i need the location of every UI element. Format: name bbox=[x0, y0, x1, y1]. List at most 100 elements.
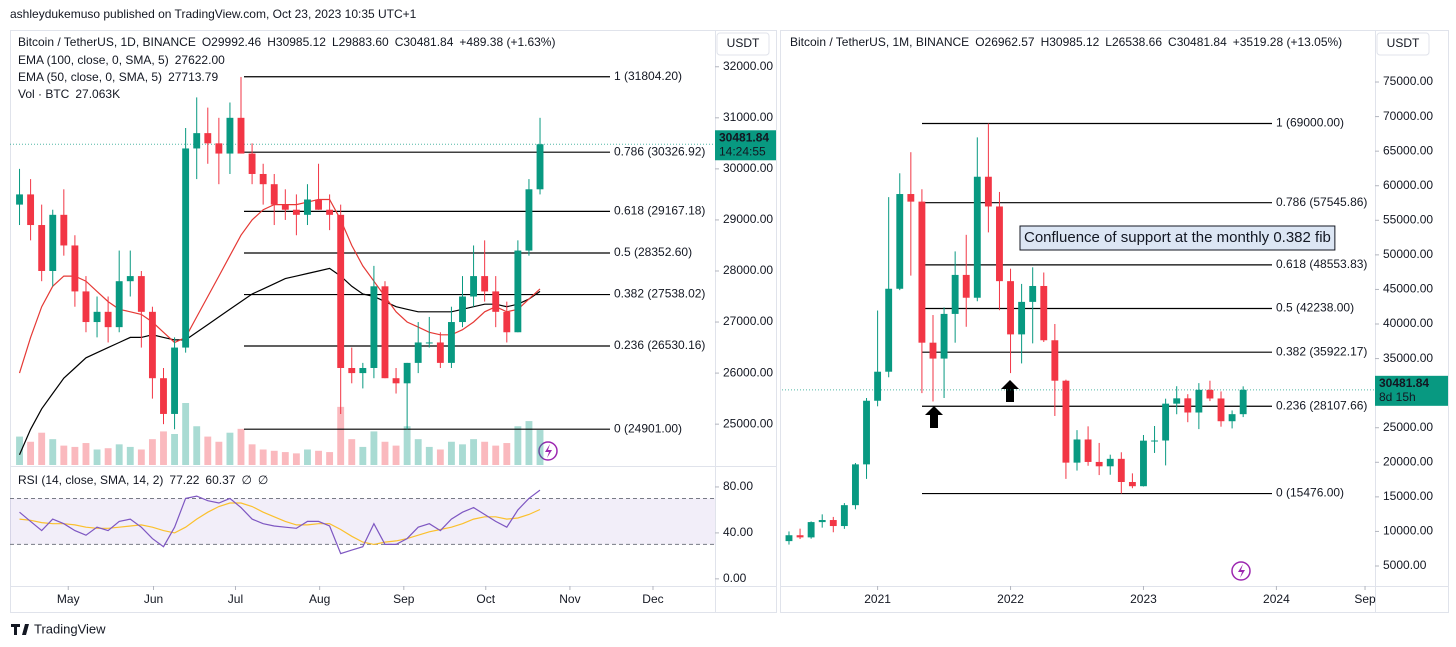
volume-bar bbox=[226, 432, 234, 465]
candle-body bbox=[315, 199, 322, 210]
candle-body bbox=[481, 276, 489, 292]
candle-body bbox=[337, 214, 345, 368]
candle-body bbox=[281, 204, 289, 210]
y-tick-label: 60000.00 bbox=[1383, 178, 1433, 192]
volume-bar bbox=[392, 445, 400, 465]
volume-bar bbox=[259, 449, 267, 465]
candle-body bbox=[796, 535, 804, 538]
y-tick-label: 75000.00 bbox=[1383, 74, 1433, 88]
candle-body bbox=[536, 144, 544, 190]
candle-body bbox=[16, 194, 23, 205]
price-tag-timer: 8d 15h bbox=[1379, 390, 1416, 404]
x-tick-label: Dec bbox=[642, 592, 663, 606]
x-tick-label: Aug bbox=[309, 592, 330, 606]
volume-bar bbox=[270, 450, 278, 465]
y-tick-label: 55000.00 bbox=[1383, 212, 1433, 226]
candle-body bbox=[370, 286, 378, 368]
ohlc-value: L26538.66 bbox=[1105, 35, 1162, 49]
candle-body bbox=[840, 505, 848, 527]
candle-body bbox=[962, 274, 970, 298]
candle-body bbox=[381, 286, 389, 379]
candle-body bbox=[414, 342, 422, 363]
volume-bar bbox=[370, 431, 378, 465]
y-tick-label: 25000.00 bbox=[723, 416, 773, 430]
x-tick-label: Jul bbox=[228, 592, 243, 606]
candle-body bbox=[259, 173, 267, 185]
ohlc-value: O26962.57 bbox=[975, 35, 1035, 49]
volume-bar bbox=[49, 439, 57, 465]
x-tick-label: 2021 bbox=[864, 592, 891, 606]
y-tick-label: 5000.00 bbox=[1383, 558, 1427, 572]
price-tag bbox=[1375, 375, 1448, 406]
candle-body bbox=[171, 347, 178, 414]
x-tick-label: 2023 bbox=[1130, 592, 1157, 606]
candle-body bbox=[951, 274, 959, 314]
candle-body bbox=[193, 133, 201, 149]
rsi-value: 77.22 bbox=[169, 473, 199, 487]
x-tick-label: Nov bbox=[559, 592, 580, 606]
y-tick-label: 25000.00 bbox=[1383, 420, 1433, 434]
x-tick-label: May bbox=[57, 592, 80, 606]
candle-body bbox=[126, 276, 134, 282]
candle-body bbox=[248, 153, 256, 174]
y-tick-label: 30000.00 bbox=[723, 161, 773, 175]
volume-bar bbox=[193, 426, 201, 465]
fib-label: 0.236 (26530.16) bbox=[614, 338, 705, 352]
rsi-line bbox=[19, 489, 541, 555]
volume-bar bbox=[182, 403, 190, 465]
volume-bar bbox=[148, 439, 156, 465]
volume-bar bbox=[104, 448, 112, 465]
candle-body bbox=[1140, 440, 1147, 487]
candle-body bbox=[1195, 389, 1203, 413]
y-tick-label: 29000.00 bbox=[723, 212, 773, 226]
indicator-name: EMA (100, close, 0, SMA, 5) bbox=[18, 53, 169, 67]
y-tick-label: 70000.00 bbox=[1383, 109, 1433, 123]
candle-body bbox=[940, 313, 948, 359]
candle-body bbox=[237, 117, 245, 154]
ohlc-value: +3519.28 (+13.05%) bbox=[1233, 35, 1342, 49]
volume-name: Vol · BTC bbox=[18, 87, 70, 101]
volume-bar bbox=[248, 444, 256, 465]
fib-label: 0.618 (29167.18) bbox=[614, 204, 705, 218]
candle-body bbox=[1128, 481, 1136, 487]
candle-body bbox=[525, 189, 533, 251]
y-tick-label: 32000.00 bbox=[723, 59, 773, 73]
y-tick-label: 15000.00 bbox=[1383, 489, 1433, 503]
candle-body bbox=[470, 276, 478, 297]
volume-bar bbox=[459, 444, 466, 465]
price-tag bbox=[715, 130, 776, 161]
arrow-up bbox=[925, 406, 943, 428]
volume-bar bbox=[514, 426, 522, 465]
fib-label: 0.786 (30326.92) bbox=[614, 144, 705, 158]
fib-label: 0.236 (28107.66) bbox=[1276, 398, 1367, 412]
candle-body bbox=[1228, 414, 1236, 422]
volume-bar bbox=[447, 441, 455, 465]
candle-body bbox=[1018, 301, 1026, 335]
volume-bar bbox=[304, 449, 311, 465]
candle-body bbox=[885, 288, 893, 372]
volume-bar bbox=[414, 439, 422, 465]
candle-body bbox=[503, 311, 511, 333]
volume-bar bbox=[315, 450, 322, 465]
event-icon bbox=[1231, 561, 1251, 581]
symbol: Bitcoin / TetherUS, 1M, BINANCE bbox=[790, 35, 969, 49]
candle-body bbox=[1062, 380, 1070, 463]
volume-bar bbox=[359, 446, 367, 465]
volume-bar bbox=[160, 431, 167, 465]
candle-body bbox=[1084, 439, 1092, 462]
candle-body bbox=[459, 296, 466, 323]
fib-label: 0.618 (48553.83) bbox=[1276, 257, 1367, 271]
y-tick-label: 45000.00 bbox=[1383, 282, 1433, 296]
currency-box bbox=[716, 32, 770, 56]
volume-bar bbox=[337, 406, 345, 465]
fib-label: 0.5 (42238.00) bbox=[1276, 301, 1354, 315]
volume-bar bbox=[16, 436, 23, 465]
ohlc-value: H30985.12 bbox=[1041, 35, 1100, 49]
ohlc-value: L29883.60 bbox=[332, 35, 389, 49]
candle-body bbox=[292, 209, 300, 215]
annotation-box bbox=[1019, 225, 1336, 251]
y-tick-label: 31000.00 bbox=[723, 110, 773, 124]
currency-box bbox=[1376, 32, 1430, 56]
fib-label: 0.5 (28352.60) bbox=[614, 245, 692, 259]
candle-body bbox=[27, 194, 35, 226]
